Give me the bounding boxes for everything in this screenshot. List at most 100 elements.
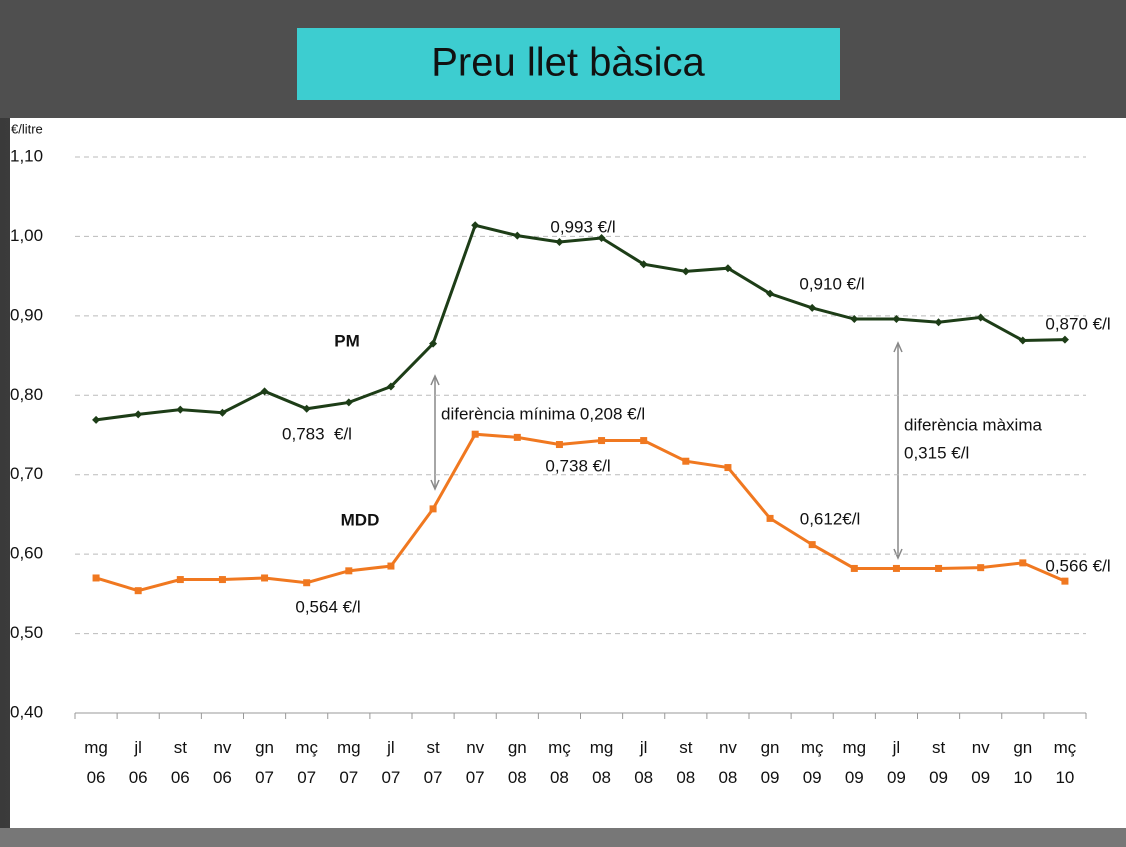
marker: [977, 564, 985, 572]
marker: [892, 315, 901, 324]
x-tick-label: mg 07: [337, 738, 361, 787]
line: [95, 432, 1066, 593]
marker: [681, 267, 690, 276]
marker: [766, 514, 774, 522]
marker: [850, 315, 859, 324]
marker: [598, 437, 606, 445]
marker: [934, 318, 943, 327]
marker: [429, 505, 437, 513]
x-tick-label: gn 08: [507, 738, 527, 787]
annotation: diferència mínima 0,208 €/l: [441, 404, 645, 423]
marker: [92, 415, 101, 424]
marker: [640, 437, 648, 445]
marker: [1018, 336, 1027, 345]
marker: [1060, 335, 1069, 344]
marker: [513, 433, 521, 441]
y-tick-label: 0,60: [10, 544, 43, 563]
marker: [429, 339, 438, 348]
x-tick-label: mç 10: [1053, 738, 1077, 787]
y-tick-label: 0,80: [10, 385, 43, 404]
marker: [513, 231, 522, 240]
annotation: diferència màxima: [904, 415, 1042, 434]
marker: [723, 264, 732, 273]
annotation: 0,993 €/l: [550, 217, 615, 236]
marker: [976, 313, 985, 322]
x-tick-label: mç 08: [548, 738, 571, 787]
marker: [344, 398, 353, 407]
x-tick-label: gn 10: [1013, 738, 1033, 787]
x-tick-label: jl 06: [128, 738, 148, 787]
x-tick-label: jl 09: [886, 738, 906, 787]
annotation: 0,566 €/l: [1045, 556, 1110, 575]
marker: [935, 564, 943, 572]
marker: [303, 579, 311, 587]
marker: [345, 567, 353, 575]
marker: [597, 234, 606, 243]
x-tick-label: jl 08: [634, 738, 654, 787]
marker: [766, 289, 775, 298]
arrowheads: [430, 374, 440, 491]
marker: [724, 464, 732, 472]
marker: [134, 587, 142, 595]
x-tick-label: mg 08: [589, 738, 614, 787]
y-tick-label: 1,10: [10, 146, 43, 165]
marker: [261, 574, 269, 582]
marker: [134, 410, 143, 419]
marker: [302, 404, 311, 413]
y-axis-label: €/litre: [11, 121, 43, 136]
annotation: 0,564 €/l: [295, 597, 360, 616]
x-tick-label: gn 09: [760, 738, 780, 787]
chart-title: Preu llet bàsica: [431, 41, 705, 85]
marker: [1019, 559, 1027, 567]
x-tick-label: mç 07: [295, 738, 319, 787]
x-tick-label: nv 07: [465, 738, 485, 787]
marker: [471, 221, 480, 230]
x-tick-label: st 08: [676, 738, 696, 787]
marker: [471, 430, 479, 438]
y-tick-label: 0,40: [10, 702, 43, 721]
marker: [808, 541, 816, 549]
x-tick-label: nv 08: [718, 738, 738, 787]
annotation: 0,783 €/l: [282, 424, 352, 443]
marker: [387, 562, 395, 570]
marker: [92, 574, 100, 582]
y-tick-label: 0,90: [10, 305, 43, 324]
title-box: [297, 28, 840, 100]
x-tick-label: st 07: [423, 738, 443, 787]
annotation: 0,315 €/l: [904, 443, 969, 462]
marker: [218, 576, 226, 584]
annotation: 0,910 €/l: [799, 274, 864, 293]
y-tick-label: 0,70: [10, 464, 43, 483]
marker: [808, 303, 817, 312]
marker: [892, 564, 900, 572]
annotation: 0,738 €/l: [545, 456, 610, 475]
marker: [176, 405, 185, 414]
marker: [555, 237, 564, 246]
annotation: 0,612€/l: [800, 509, 861, 528]
marker: [639, 260, 648, 269]
x-tick-label: mg 06: [84, 738, 108, 787]
marker: [386, 382, 395, 391]
annotation: 0,870 €/l: [1045, 314, 1110, 333]
y-tick-label: 1,00: [10, 226, 43, 245]
bottom-background: [0, 828, 1126, 847]
arrowheads: [893, 341, 903, 560]
line: [95, 223, 1065, 422]
x-tick-label: mg 09: [842, 738, 867, 787]
marker: [1061, 577, 1069, 585]
x-tick-label: jl 07: [381, 738, 401, 787]
marker: [850, 564, 858, 572]
marker: [260, 387, 269, 396]
x-tick-label: gn 07: [255, 738, 275, 787]
x-tick-label: nv 06: [212, 738, 232, 787]
x-tick-label: st 09: [929, 738, 949, 787]
marker: [218, 408, 227, 417]
series-label: PM: [334, 331, 360, 350]
marker: [176, 576, 184, 584]
marker: [682, 457, 690, 465]
x-tick-label: nv 09: [971, 738, 991, 787]
y-tick-label: 0,50: [10, 623, 43, 642]
series-label: MDD: [341, 510, 380, 529]
